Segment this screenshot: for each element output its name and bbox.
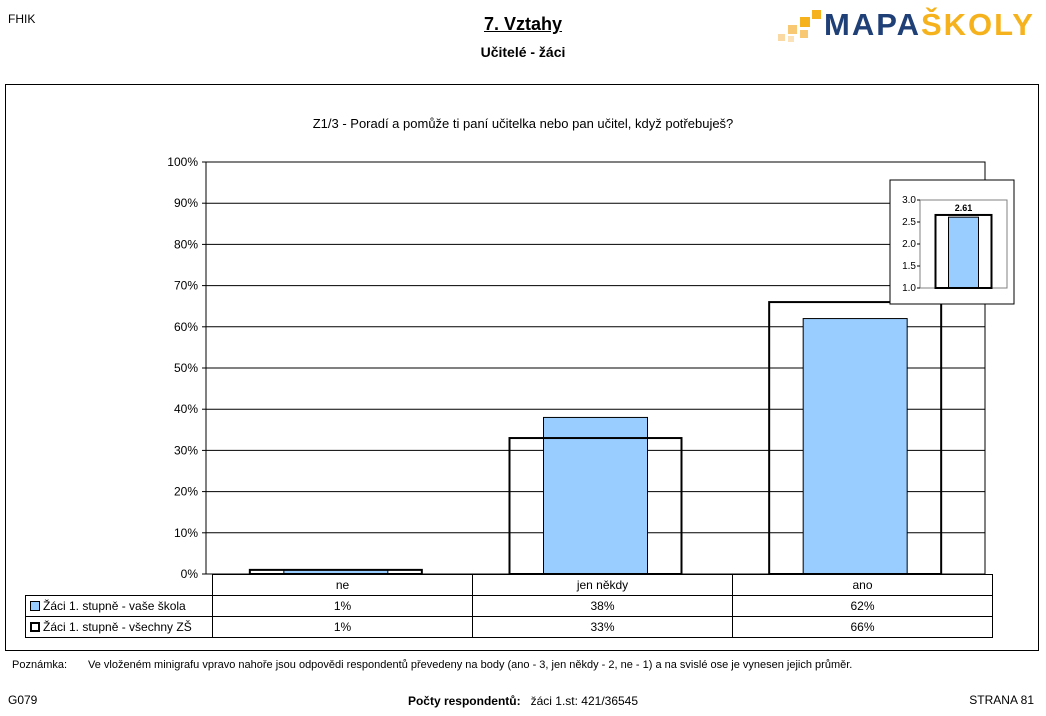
- y-tick-label: 80%: [174, 237, 198, 251]
- note-text: Ve vloženém minigrafu vpravo nahoře jsou…: [88, 659, 853, 671]
- mini-chart: 1.0 1.5 2.0 2.5 3.0 2.61: [889, 179, 1015, 305]
- logo-text-mapa: MAPA: [824, 7, 921, 42]
- mini-y-tick-label: 1.5: [902, 261, 916, 272]
- bar-school: [543, 416, 648, 575]
- respondents: Počty respondentů: žáci 1.st: 421/36545: [0, 694, 1046, 708]
- page-number: STRANA 81: [969, 693, 1034, 707]
- cell-value: 62%: [732, 595, 993, 617]
- page-title: 7. Vztahy: [483, 14, 563, 34]
- bar-school: [802, 318, 908, 575]
- y-tick-label: 90%: [174, 196, 198, 210]
- mini-bar-all-schools: [934, 213, 993, 290]
- series-name-all: Žáci 1. stupně - všechny ZŠ: [43, 620, 192, 634]
- cell-value: 1%: [212, 616, 473, 638]
- category-jen-nekdy: jen někdy: [472, 574, 733, 596]
- page-subtitle: Učitelé - žáci: [480, 44, 566, 60]
- chart-code: G079: [8, 693, 38, 707]
- respondents-label: Počty respondentů:: [407, 694, 521, 708]
- mini-y-tick-label: 2.0: [902, 239, 916, 250]
- cell-value: 33%: [472, 616, 733, 638]
- mini-y-tick-label: 1.0: [902, 283, 916, 294]
- y-tick-label: 0%: [181, 567, 199, 581]
- category-ano: ano: [732, 574, 993, 596]
- table-row: Žáci 1. stupně - všechny ZŠ 1% 33% 66%: [25, 616, 993, 638]
- y-tick-label: 70%: [174, 279, 198, 293]
- y-tick-label: 40%: [174, 402, 198, 416]
- chart-question: Z1/3 - Poradí a pomůže ti paní učitelka …: [312, 116, 734, 131]
- mini-y-tick-label: 2.5: [902, 217, 916, 228]
- category-ne: ne: [212, 574, 473, 596]
- chart-panel: [5, 84, 1039, 651]
- table-row: Žáci 1. stupně - vaše škola 1% 38% 62%: [25, 595, 993, 617]
- logo-text-skoly: ŠKOLY: [920, 7, 1035, 42]
- legend-swatch-all: [30, 622, 40, 632]
- mini-bar-school: [948, 216, 979, 289]
- mini-data-label: 2.61: [955, 203, 973, 213]
- org-label: FHIK: [8, 12, 36, 26]
- cell-value: 66%: [732, 616, 993, 638]
- y-tick-label: 60%: [174, 320, 198, 334]
- logo-squares-icon: [778, 10, 821, 42]
- cell-value: 1%: [212, 595, 473, 617]
- data-table: ne jen někdy ano Žáci 1. stupně - vaše š…: [25, 574, 993, 638]
- y-tick-label: 50%: [174, 361, 198, 375]
- logo: MAPAŠKOLY: [778, 8, 1038, 44]
- y-tick-label: 30%: [174, 443, 198, 457]
- y-tick-label: 20%: [174, 485, 198, 499]
- note-label: Poznámka:: [12, 659, 68, 671]
- y-tick-label: 100%: [167, 155, 198, 169]
- mini-y-tick-label: 3.0: [902, 195, 916, 206]
- series-name-school: Žáci 1. stupně - vaše škola: [43, 599, 186, 613]
- legend-swatch-school: [30, 601, 40, 611]
- respondents-value: žáci 1.st: 421/36545: [530, 694, 639, 708]
- cell-value: 38%: [472, 595, 733, 617]
- y-tick-label: 10%: [174, 526, 198, 540]
